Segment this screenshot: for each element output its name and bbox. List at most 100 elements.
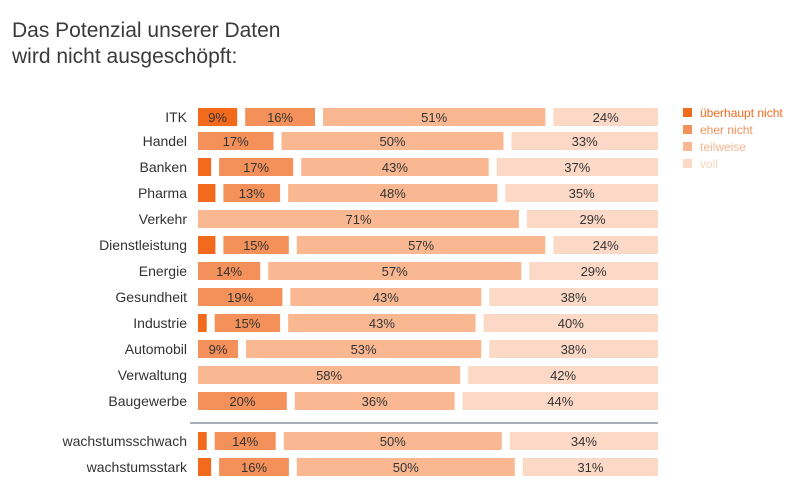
bar-segment [198,108,238,126]
legend-label: teilweise [700,140,746,154]
category-label: ITK [165,109,187,125]
bar-segment [489,288,658,306]
bar-segment [198,392,287,410]
data-label: 35% [569,186,595,201]
bar-segment [296,458,515,476]
data-label: 51% [421,110,447,125]
legend-label: eher nicht [700,123,753,137]
data-label: 58% [316,368,342,383]
data-label: 14% [216,264,242,279]
data-label: 43% [369,316,395,331]
category-label: Verwaltung [118,367,187,383]
data-label: 38% [561,342,587,357]
data-label: 71% [345,212,371,227]
bar-segment [198,288,283,306]
bar-segment [283,432,502,450]
data-label: 24% [593,110,619,125]
data-label: 37% [564,160,590,175]
bar-segment [288,314,476,332]
bar-segment [198,132,274,150]
bar-segment [511,132,658,150]
data-label: 50% [379,134,405,149]
legend-label: überhaupt nicht [700,106,783,120]
data-label: 15% [243,238,269,253]
bar-segment [281,132,504,150]
bar-segment [290,288,482,306]
legend-label: voll [700,157,718,171]
bar-segment [509,432,658,450]
category-label: Verkehr [139,211,188,227]
data-label: 50% [393,460,419,475]
bar-segment [529,262,658,280]
bar-segment [198,184,216,202]
data-label: 15% [234,316,260,331]
bar-segment [268,262,522,280]
bar-segment [246,340,482,358]
bar-segment [245,108,315,126]
bar-segment [323,108,546,126]
bar-segment [483,314,658,332]
data-label: 31% [577,460,603,475]
legend-swatch [683,125,692,134]
category-label: Banken [140,159,187,175]
data-label: 14% [232,434,258,449]
bar-segment [553,108,658,126]
category-label: Dienstleistung [99,237,187,253]
data-label: 24% [593,238,619,253]
data-label: 57% [408,238,434,253]
data-label: 48% [380,186,406,201]
bar-segment [288,184,498,202]
data-label: 16% [267,110,293,125]
chart-title: Das Potenzial unserer Daten wird nicht a… [12,19,281,68]
category-label: Gesundheit [115,289,187,305]
data-label: 29% [579,212,605,227]
bar-segment [198,262,261,280]
data-label: 50% [380,434,406,449]
data-label: 20% [229,394,255,409]
bar-segment [198,340,238,358]
bar-segment [496,158,658,176]
data-label: 57% [382,264,408,279]
bar-segment [214,314,281,332]
category-label: Pharma [138,185,187,201]
bar-segment [219,158,294,176]
bar-segment [294,392,455,410]
bar-segment [223,184,281,202]
bar-segment [198,314,207,332]
data-label: 19% [227,290,253,305]
category-label: Industrie [133,315,187,331]
data-label: 53% [351,342,377,357]
data-label: 40% [558,316,584,331]
data-label: 36% [362,394,388,409]
data-label: 34% [571,434,597,449]
bar-segment [301,158,489,176]
category-label: wachstumsschwach [62,433,188,449]
bar-segment [198,432,207,450]
bar-segment [489,340,658,358]
data-label: 16% [241,460,267,475]
category-label: Energie [139,263,187,279]
bar-segment [526,210,658,228]
data-label: 38% [561,290,587,305]
category-label: Handel [143,133,187,149]
bar-segment [214,432,276,450]
data-label: 44% [547,394,573,409]
bar-segment [468,366,658,384]
bar-segment [219,458,289,476]
data-label: 13% [239,186,265,201]
data-label: 33% [572,134,598,149]
data-label: 42% [550,368,576,383]
category-label: Automobil [125,341,187,357]
bar-segment [505,184,658,202]
bar-segment [198,210,519,228]
data-label: 43% [382,160,408,175]
bar-segment [198,366,461,384]
bar-segment [198,458,212,476]
bar-segment [223,236,289,254]
legend-swatch [683,108,692,117]
bar-segment [553,236,658,254]
legend-swatch [683,159,692,168]
bar-segment [198,236,216,254]
data-label: 9% [209,342,228,357]
